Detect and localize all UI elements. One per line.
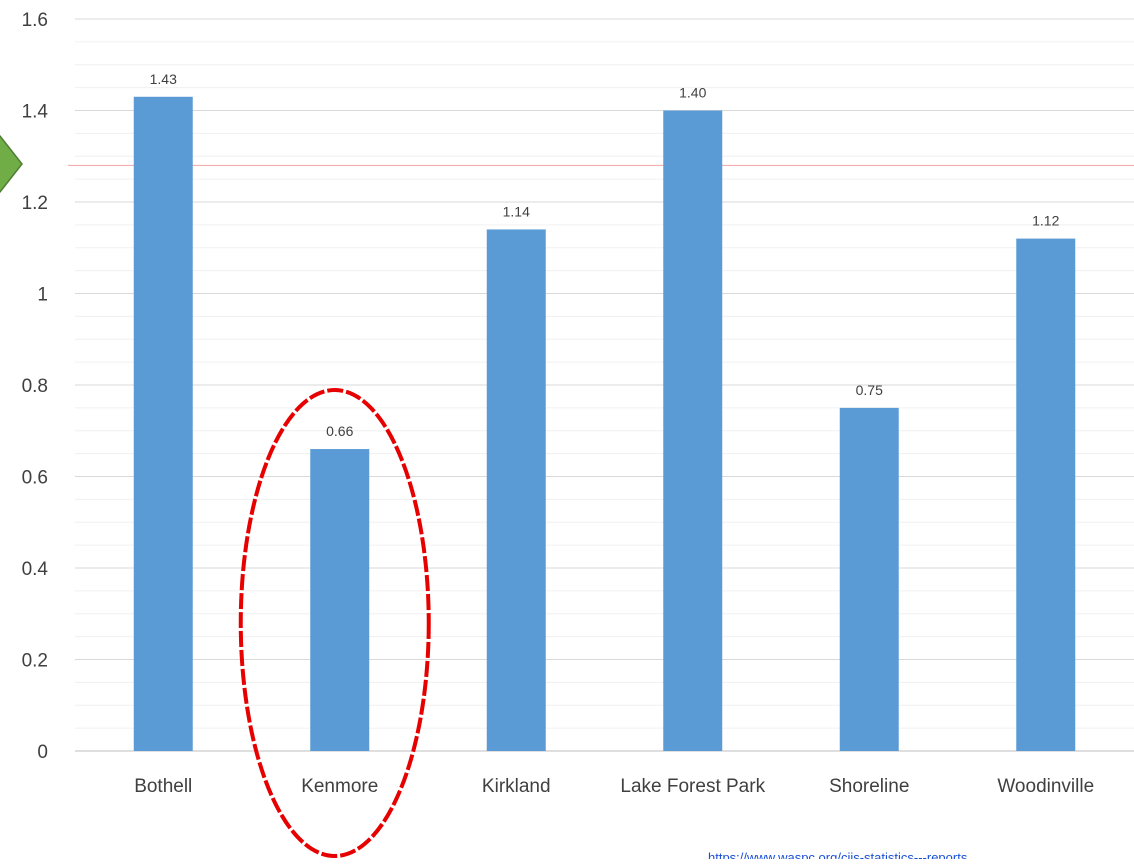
source-link[interactable]: https://www.waspc.org/cjis-statistics---…	[708, 850, 968, 864]
data-label: 1.43	[150, 71, 177, 87]
data-label: 1.40	[679, 85, 706, 101]
y-tick-label: 0	[37, 742, 48, 763]
x-tick-label: Kirkland	[482, 776, 551, 797]
major-gridlines	[75, 18, 1134, 752]
y-tick-label: 1	[37, 285, 48, 306]
bar-woodinville	[1016, 238, 1076, 752]
y-tick-label: 0.8	[22, 376, 48, 397]
y-axis-ticks: 0 0.2 0.4 0.6 0.8 1 1.2 1.4 1.6	[22, 10, 49, 763]
x-tick-label: Lake Forest Park	[620, 776, 765, 797]
y-tick-label: 0.4	[22, 559, 49, 580]
highlight-ellipse	[238, 388, 431, 858]
x-axis-ticks: Bothell Kenmore Kirkland Lake Forest Park Sh…	[134, 776, 1094, 797]
y-tick-label: 1.6	[22, 10, 48, 31]
y-tick-label: 1.2	[22, 193, 48, 214]
data-labels-group: 1.43 0.66 1.14 1.40 0.75 1.12	[150, 71, 1060, 439]
bar-kirkland	[486, 229, 546, 751]
bar-kenmore	[310, 449, 370, 751]
annotations	[0, 135, 431, 858]
green-arrow-icon	[0, 135, 23, 193]
y-tick-label: 0.2	[22, 651, 48, 672]
bar-lake-forest-park	[663, 110, 723, 751]
bar-bothell	[133, 96, 193, 751]
data-label: 0.75	[856, 382, 883, 398]
data-label: 1.12	[1032, 213, 1059, 229]
bars-group	[133, 96, 1076, 752]
bar-shoreline	[839, 407, 899, 751]
data-label: 0.66	[326, 423, 353, 439]
y-tick-label: 0.6	[22, 468, 48, 489]
minor-gridlines	[75, 41, 1134, 729]
y-tick-label: 1.4	[22, 102, 49, 123]
x-tick-label: Shoreline	[829, 776, 909, 797]
data-label: 1.14	[503, 203, 530, 219]
x-tick-label: Woodinville	[997, 776, 1094, 797]
x-tick-label: Kenmore	[301, 776, 378, 797]
x-tick-label: Bothell	[134, 776, 192, 797]
